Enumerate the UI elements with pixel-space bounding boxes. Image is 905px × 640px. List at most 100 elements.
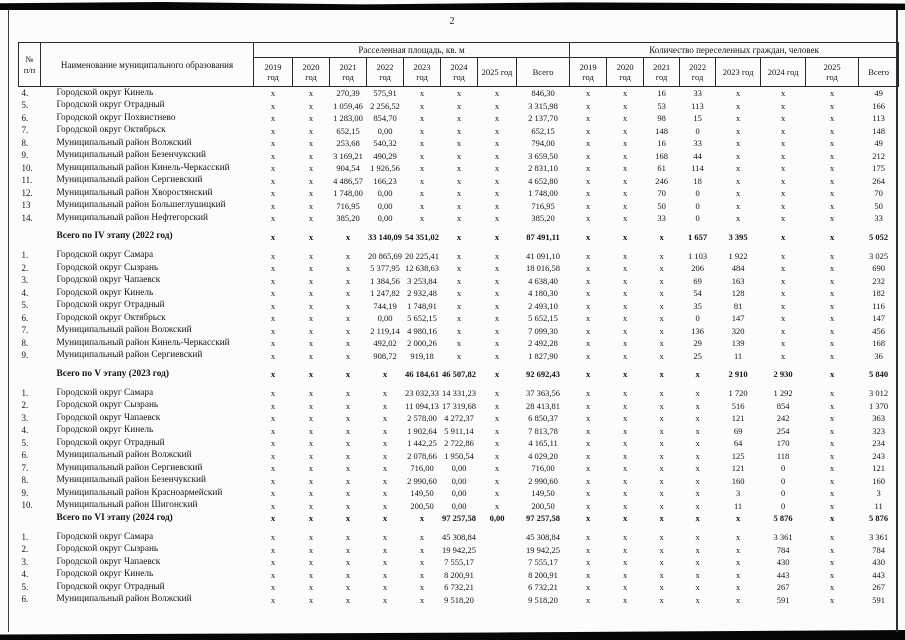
people-total-value: 232 — [872, 275, 885, 286]
table-row: 7. Муниципальный район Сергиевский x x x x 716… — [19, 462, 899, 475]
people-2019-value: x — [585, 250, 591, 261]
people-2020-value: x — [622, 88, 628, 98]
people-2021-value: x — [659, 325, 664, 336]
area-2024-value: 7 555,17 — [444, 557, 474, 567]
people-2023-value: x — [735, 532, 741, 542]
people-2022-value: 35 — [693, 300, 702, 311]
area-2025-value: x — [494, 88, 500, 98]
table-row: 9. Муниципальный район Красноармейский x x x… — [19, 487, 899, 500]
area-2022-value: x — [382, 569, 388, 580]
people-2020-value: x — [622, 463, 628, 473]
people-2019-value: x — [585, 325, 591, 336]
municipality-name: Городской округ Самара — [56, 387, 154, 398]
area-2024-value: 4 272,37 — [444, 413, 474, 423]
people-2019-value: x — [585, 213, 591, 223]
people-total-value: 166 — [872, 100, 885, 111]
people-2021-value: x — [659, 288, 664, 298]
people-2020-value: x — [622, 100, 628, 111]
area-2024-value: 0,00 — [451, 500, 467, 511]
people-2025-value: x — [829, 88, 835, 98]
municipality-name: Муниципальный район Кинель-Черкасский — [56, 337, 230, 348]
table-row: 2. Городской округ Сызрань x x x x 11 094,13 17… — [19, 400, 899, 413]
area-2023-value: x — [419, 582, 425, 592]
stage-total-row: Всего по IV этапу (2022 год) x x x 33 140,09… — [19, 231, 899, 244]
area-2022-value: 1 926,56 — [370, 163, 400, 173]
people-2020-value: x — [622, 369, 628, 380]
area-2023-value: x — [419, 163, 425, 173]
people-2021-value: 16 — [657, 138, 666, 148]
area-2025-value: x — [494, 500, 500, 511]
people-total-value: 49 — [874, 138, 883, 148]
area-2019-value: x — [270, 213, 276, 223]
table-row: 6. Муниципальный район Волжский x x x x 2 078,… — [19, 450, 899, 463]
people-2025-value: x — [829, 582, 835, 592]
people-2020-value: x — [622, 438, 628, 448]
table-row: 9. Муниципальный район Сергиевский x x x 908,… — [19, 350, 899, 363]
people-2020-value: x — [622, 163, 628, 173]
area-total-value: 45 308,84 — [526, 532, 561, 542]
area-2020-value: x — [308, 188, 314, 198]
people-2025-value: x — [829, 513, 835, 524]
area-2023-value: 1 748,91 — [407, 300, 437, 311]
people-2022-value: x — [695, 450, 700, 461]
people-2023-value: 2 910 — [728, 369, 748, 380]
area-2024-value: 14 331,23 — [442, 388, 476, 398]
row-number: 8. — [21, 475, 29, 486]
people-2022-value: 136 — [691, 325, 704, 336]
table-row: 10. Муниципальный район Кинель-Черкасский… — [19, 162, 899, 175]
people-total-value: 5 876 — [869, 513, 889, 524]
people-2020-value: x — [622, 200, 628, 211]
area-2020-value: x — [308, 413, 314, 423]
area-2020-value: x — [308, 125, 314, 136]
area-2021-value: x — [345, 594, 351, 605]
area-2023-value: 149,50 — [410, 488, 434, 498]
area-2024-value: 45 308,84 — [442, 532, 476, 542]
people-2024-value: x — [780, 338, 786, 348]
area-total-value: 6 732,21 — [528, 582, 558, 592]
municipality-name: Муниципальный район Безенчукский — [56, 475, 206, 486]
people-2023-value: 139 — [731, 338, 745, 348]
people-2019-value: x — [585, 450, 591, 461]
people-total-value: 323 — [872, 425, 885, 436]
area-2022-value: 575,91 — [373, 88, 397, 98]
people-2021-value: x — [659, 350, 664, 361]
people-2023-value: x — [735, 100, 741, 111]
people-2024-value: 170 — [776, 438, 790, 448]
table-row: 10. Муниципальный район Шигонский x x x x 200,… — [19, 500, 899, 513]
people-total-value: 443 — [872, 569, 885, 580]
area-2019-value: x — [270, 400, 276, 411]
area-2022-value: 0,00 — [377, 125, 393, 136]
row-number: 1. — [21, 387, 29, 398]
people-2024-value: x — [780, 100, 786, 111]
area-2025-value: x — [494, 413, 500, 423]
people-total-value: 168 — [872, 338, 885, 348]
area-2023-value: 2 932,48 — [407, 288, 437, 298]
people-2021-value: x — [659, 300, 664, 311]
header-row-number: № п/п — [18, 42, 41, 87]
people-2024-value: x — [780, 288, 786, 298]
area-2025-value: x — [494, 163, 500, 173]
area-2021-value: x — [345, 400, 351, 411]
people-2022-value: 113 — [691, 100, 704, 111]
people-2020-value: x — [622, 400, 628, 411]
people-2019-value: x — [585, 288, 591, 298]
area-2023-value: 46 184,61 — [405, 369, 439, 380]
area-2019-value: x — [270, 532, 276, 542]
people-2019-value: x — [585, 438, 591, 448]
area-2021-value: x — [345, 250, 351, 261]
people-2019-value: x — [585, 569, 591, 580]
people-2020-value: x — [622, 544, 628, 555]
area-total-value: 7 813,78 — [528, 425, 558, 436]
people-2024-value: x — [780, 213, 786, 223]
area-2021-value: 1 059,46 — [333, 100, 363, 111]
area-total-value: 716,95 — [531, 200, 555, 211]
people-2019-value: x — [585, 313, 591, 323]
people-2022-value: x — [695, 557, 700, 567]
row-number: 7. — [21, 125, 29, 136]
people-2019-value: x — [585, 532, 591, 542]
header-area-2024: 2024 год — [440, 57, 478, 87]
area-2022-value: x — [382, 400, 388, 411]
area-2025-value: x — [494, 250, 500, 261]
header-people-2021: 2021 год — [643, 57, 681, 87]
municipality-name: Городской округ Чапаевск — [56, 275, 161, 286]
